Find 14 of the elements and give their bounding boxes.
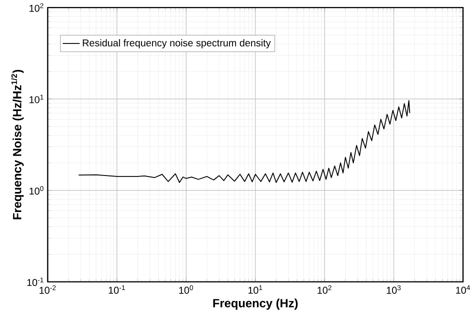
y-tick-label: 10$^{-1}$ — [27, 278, 44, 286]
x-tick-label: 10$^{4}$ — [456, 286, 470, 294]
y-axis-title: Frequency Noise (Hz/Hz$^{1/2}$) — [11, 70, 24, 220]
x-tick-label: 10$^{0}$ — [179, 286, 194, 294]
x-tick-label: 10$^{1}$ — [248, 286, 262, 294]
y-tick-label: 10$^{2}$ — [30, 4, 44, 12]
x-tick-label: 10$^{2}$ — [318, 286, 332, 294]
x-tick-label: 10$^{-1}$ — [108, 286, 125, 294]
x-axis-title: Frequency (Hz) — [213, 298, 298, 310]
legend-label: Residual frequency noise spectrum density — [82, 39, 271, 49]
x-tick-label: 10$^{-2}$ — [40, 286, 56, 294]
y-tick-label: 10$^{0}$ — [30, 186, 44, 195]
x-tick-label: 10$^{3}$ — [386, 286, 401, 294]
y-tick-label: 10$^{1}$ — [30, 94, 44, 104]
